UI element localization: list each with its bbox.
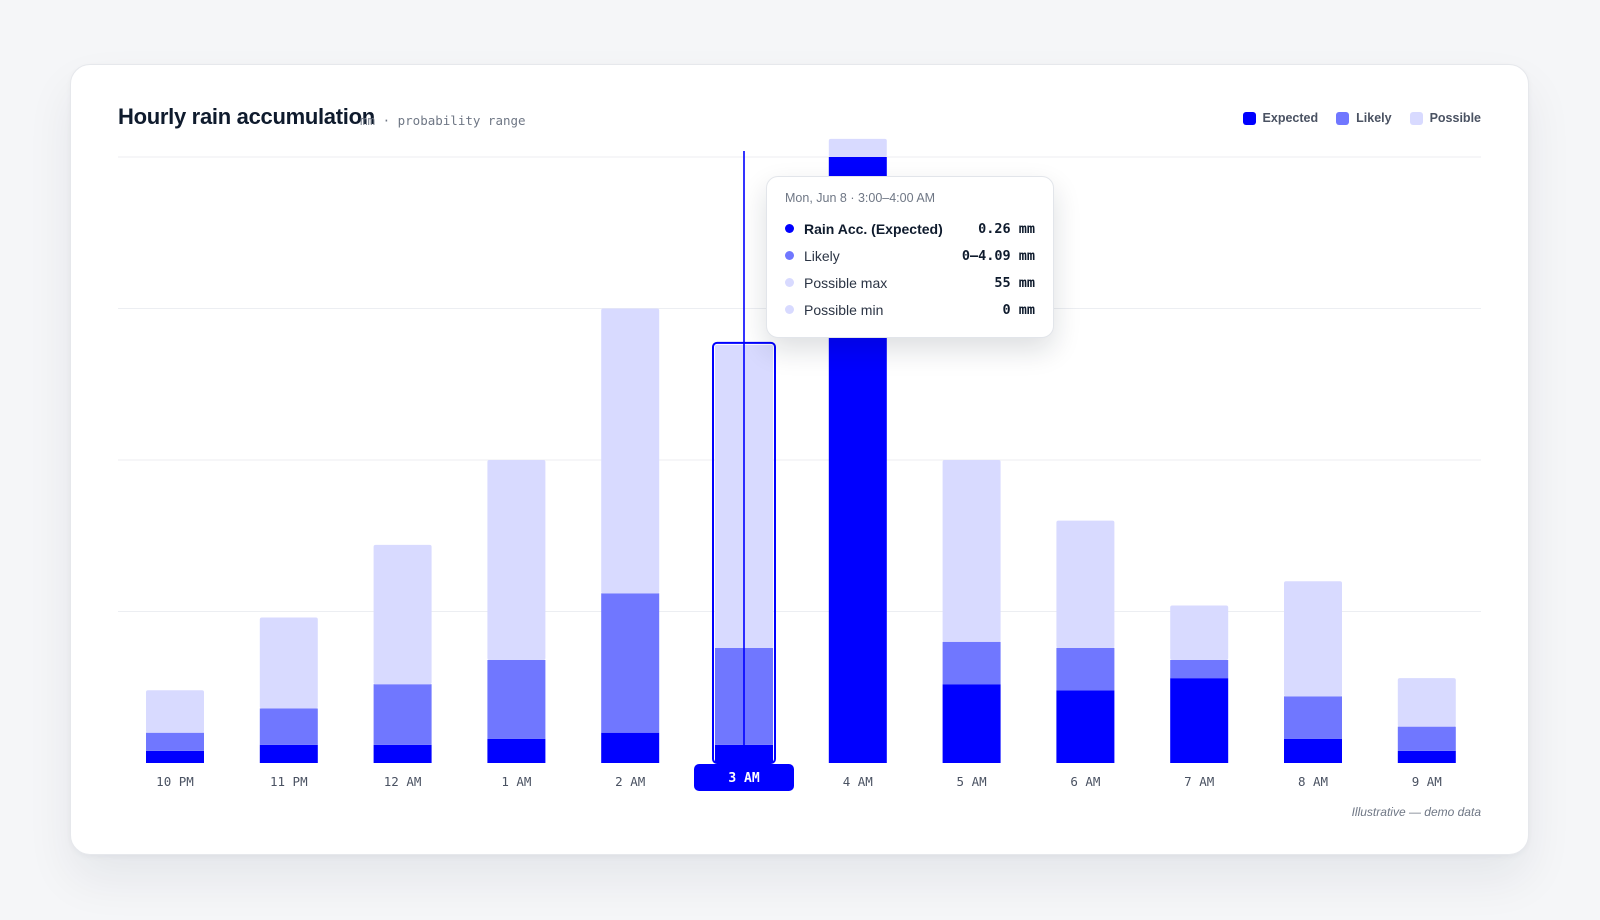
bar-likely-7-am bbox=[1170, 659, 1229, 679]
legend-swatch-likely bbox=[1336, 111, 1350, 125]
bar-possible-8-am bbox=[1284, 581, 1342, 697]
x-tick-label-5-am: 5 AM bbox=[957, 774, 987, 789]
bar-likely-12-am bbox=[373, 684, 432, 745]
chart-title: Hourly rain accumulation bbox=[118, 104, 375, 129]
bar-likely-5-am bbox=[942, 641, 1001, 685]
bar-possible-6-am bbox=[1056, 520, 1115, 648]
tooltip-header: Mon, Jun 8 · 3:00–4:00 AM bbox=[785, 191, 936, 205]
bar-expected-11-pm bbox=[259, 744, 318, 763]
x-tick-label-12-am: 12 AM bbox=[384, 774, 422, 789]
x-tick-label-2-am: 2 AM bbox=[615, 774, 645, 789]
tooltip-row-likely: Likely 0–4.09 mm bbox=[785, 242, 1035, 269]
bar-possible-1-am bbox=[487, 460, 546, 660]
bar-expected-2-am bbox=[601, 732, 660, 763]
bar-expected-7-am bbox=[1170, 678, 1229, 763]
legend-swatch-expected bbox=[1242, 111, 1256, 125]
tooltip-label-expected: Rain Acc. (Expected) bbox=[804, 220, 943, 237]
bar-expected-12-am bbox=[373, 744, 432, 763]
chart-subtitle: mm · probability range bbox=[360, 113, 526, 128]
legend-label-possible: Possible bbox=[1429, 111, 1481, 125]
tooltip-label-likely: Likely bbox=[804, 247, 840, 264]
hover-tooltip: Mon, Jun 8 · 3:00–4:00 AM Rain Acc. (Exp… bbox=[766, 176, 1054, 338]
bar-likely-11-pm bbox=[259, 708, 318, 745]
tooltip-value-possible-max: 55 mm bbox=[994, 274, 1035, 291]
bar-likely-10-pm bbox=[146, 732, 204, 751]
selected-tick-pill bbox=[694, 764, 794, 791]
tooltip-row-possible-max: Possible max 55 mm bbox=[785, 269, 1035, 296]
x-tick-label-4-am: 4 AM bbox=[843, 774, 873, 789]
bar-expected-10-pm bbox=[146, 750, 204, 763]
tooltip-dot-possible-min bbox=[785, 305, 794, 314]
bar-possible-9-am bbox=[1397, 678, 1456, 727]
tooltip-dot-likely bbox=[785, 251, 794, 260]
bar-possible-5-am bbox=[942, 460, 1001, 642]
bar-possible-7-am bbox=[1170, 605, 1229, 660]
legend-item-expected[interactable]: Expected bbox=[1242, 111, 1319, 125]
tooltip-value-possible-min: 0 mm bbox=[1002, 301, 1035, 318]
tooltip-row-expected: Rain Acc. (Expected) 0.26 mm bbox=[785, 215, 1035, 242]
bar-possible-12-am bbox=[373, 544, 432, 685]
x-tick-label-11-pm: 11 PM bbox=[270, 774, 308, 789]
bar-possible-11-pm bbox=[259, 617, 318, 709]
legend-label-expected: Expected bbox=[1262, 111, 1319, 125]
x-tick-label-6-am: 6 AM bbox=[1070, 774, 1100, 789]
x-tick-label-10-pm: 10 PM bbox=[156, 774, 194, 789]
bar-likely-6-am bbox=[1056, 647, 1115, 691]
bar-expected-6-am bbox=[1056, 690, 1115, 763]
bar-likely-2-am bbox=[601, 593, 660, 733]
bar-likely-8-am bbox=[1284, 696, 1342, 739]
legend-item-possible[interactable]: Possible bbox=[1409, 111, 1481, 125]
bar-expected-9-am bbox=[1397, 750, 1456, 763]
legend-swatch-possible bbox=[1409, 111, 1423, 125]
bar-expected-8-am bbox=[1284, 738, 1342, 763]
tooltip-value-expected: 0.26 mm bbox=[978, 220, 1035, 237]
x-tick-label-1-am: 1 AM bbox=[501, 774, 531, 789]
bar-likely-1-am bbox=[487, 659, 546, 739]
tooltip-dot-possible-max bbox=[785, 278, 794, 287]
legend-label-likely: Likely bbox=[1356, 111, 1392, 125]
bar-likely-9-am bbox=[1397, 726, 1456, 751]
x-tick-label-9-am: 9 AM bbox=[1412, 774, 1442, 789]
chart-legend: Expected Likely Possible bbox=[1242, 111, 1481, 125]
tooltip-value-likely: 0–4.09 mm bbox=[961, 247, 1035, 264]
tooltip-row-possible-min: Possible min 0 mm bbox=[785, 296, 1035, 323]
tooltip-label-possible-max: Possible max bbox=[804, 274, 888, 291]
x-tick-label-7-am: 7 AM bbox=[1184, 774, 1214, 789]
x-tick-label-3-am: 3 AM bbox=[728, 771, 759, 786]
bar-possible-2-am bbox=[601, 308, 660, 594]
x-tick-label-8-am: 8 AM bbox=[1298, 774, 1328, 789]
bar-expected-1-am bbox=[487, 738, 546, 763]
tooltip-dot-expected bbox=[785, 224, 794, 233]
legend-item-likely[interactable]: Likely bbox=[1336, 111, 1392, 125]
bar-possible-4-am bbox=[828, 138, 887, 157]
bar-possible-10-pm bbox=[146, 690, 204, 733]
bar-expected-5-am bbox=[942, 684, 1001, 763]
footnote: Illustrative — demo data bbox=[1351, 805, 1481, 819]
tooltip-label-possible-min: Possible min bbox=[804, 301, 884, 318]
